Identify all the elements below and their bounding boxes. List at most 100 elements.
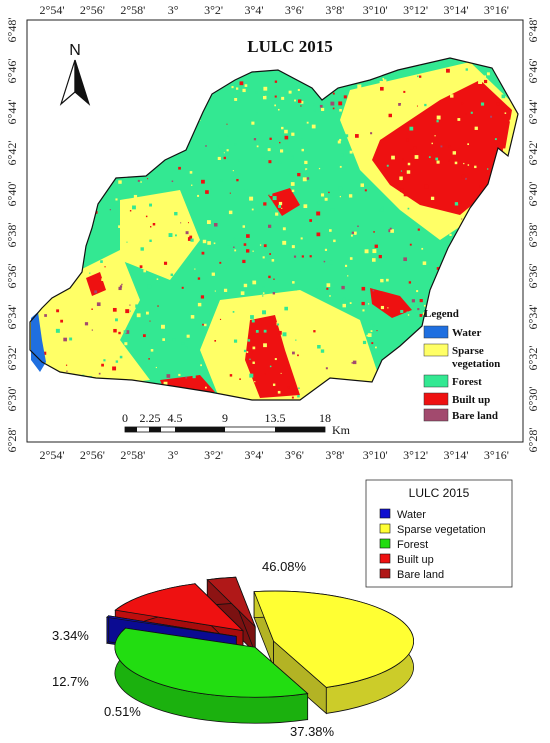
land-cover-speck	[125, 355, 128, 358]
land-cover-speck	[419, 75, 422, 78]
land-cover-speck	[225, 267, 227, 269]
land-cover-speck	[125, 309, 130, 314]
land-cover-speck	[231, 86, 234, 89]
land-cover-speck	[142, 334, 146, 338]
land-cover-speck	[463, 162, 465, 165]
land-cover-speck	[378, 209, 380, 212]
land-cover-speck	[150, 349, 154, 352]
land-cover-speck	[400, 104, 403, 107]
land-cover-speck	[309, 219, 313, 222]
land-cover-speck	[227, 135, 229, 137]
land-cover-speck	[129, 210, 132, 212]
land-cover-speck	[349, 150, 353, 154]
land-cover-speck	[262, 295, 264, 297]
land-cover-speck	[233, 237, 236, 240]
land-cover-speck	[335, 316, 339, 320]
land-cover-speck	[294, 99, 296, 102]
land-cover-speck	[301, 148, 304, 152]
land-cover-speck	[509, 119, 512, 122]
land-cover-speck	[344, 264, 348, 267]
land-cover-speck	[332, 92, 335, 95]
land-cover-speck	[338, 186, 343, 191]
land-cover-speck	[465, 177, 467, 180]
bottom-tick-label: 3°	[168, 448, 179, 462]
left-tick-label: 6°46'	[5, 59, 19, 84]
land-cover-speck	[206, 220, 211, 225]
land-cover-speck	[435, 157, 439, 161]
top-tick-label: 3°14'	[444, 3, 469, 17]
land-cover-speck	[190, 315, 195, 319]
land-cover-speck	[382, 79, 387, 83]
land-cover-speck	[295, 339, 297, 341]
land-cover-speck	[457, 118, 461, 121]
land-cover-speck	[115, 360, 119, 363]
land-cover-speck	[417, 308, 420, 311]
land-cover-speck	[454, 161, 458, 165]
land-cover-speck	[284, 129, 288, 134]
land-cover-speck	[111, 334, 115, 338]
land-cover-speck	[118, 331, 121, 335]
land-cover-speck	[189, 235, 193, 239]
land-cover-speck	[140, 247, 144, 251]
land-cover-speck	[470, 111, 473, 114]
land-cover-speck	[467, 143, 470, 146]
land-cover-speck	[300, 382, 305, 387]
legend-label-sparse-line2: vegetation	[452, 358, 500, 370]
land-cover-speck	[319, 104, 323, 108]
land-cover-speck	[384, 169, 388, 172]
land-cover-speck	[461, 218, 463, 220]
land-cover-speck	[292, 281, 295, 284]
land-cover-speck	[374, 244, 378, 248]
land-cover-speck	[362, 340, 367, 345]
land-cover-speck	[474, 165, 477, 169]
land-cover-speck	[170, 273, 174, 277]
land-cover-speck	[227, 258, 231, 261]
land-cover-speck	[214, 339, 217, 342]
right-tick-label: 6°42'	[526, 141, 540, 166]
pie-slice-forest	[114, 627, 309, 724]
land-cover-speck	[84, 322, 89, 326]
land-cover-speck	[269, 365, 272, 368]
land-cover-speck	[147, 178, 149, 180]
land-cover-speck	[43, 351, 47, 355]
land-cover-speck	[242, 88, 246, 93]
land-cover-speck	[157, 305, 159, 307]
land-cover-speck	[93, 309, 98, 314]
land-cover-speck	[55, 328, 60, 333]
land-cover-speck	[422, 261, 427, 265]
land-cover-speck	[223, 152, 225, 154]
land-cover-speck	[124, 342, 128, 346]
land-cover-speck	[292, 155, 294, 157]
pie-legend-swatch-water	[379, 508, 391, 519]
land-cover-speck	[233, 246, 235, 248]
land-cover-speck	[288, 90, 292, 94]
land-cover-speck	[178, 166, 181, 170]
land-cover-speck	[376, 330, 378, 332]
land-cover-speck	[268, 200, 273, 205]
land-cover-speck	[329, 260, 334, 265]
land-cover-speck	[305, 169, 310, 174]
land-cover-speck	[112, 325, 116, 330]
land-cover-speck	[341, 153, 344, 157]
land-cover-speck	[301, 255, 304, 258]
land-cover-speck	[452, 151, 457, 155]
land-cover-speck	[104, 326, 108, 330]
land-cover-speck	[252, 250, 254, 252]
land-cover-speck	[279, 141, 281, 144]
sparse-zone-south	[200, 290, 380, 400]
land-cover-speck	[223, 288, 228, 292]
pie-value-label-water: 0.51%	[104, 704, 141, 719]
land-cover-speck	[386, 278, 389, 282]
land-cover-speck	[357, 84, 362, 89]
land-cover-speck	[363, 282, 367, 286]
region-outline	[29, 57, 519, 401]
land-cover-speck	[149, 239, 152, 242]
land-cover-speck	[132, 205, 136, 210]
land-cover-speck	[269, 137, 272, 140]
land-cover-speck	[174, 211, 178, 216]
land-cover-speck	[243, 349, 247, 353]
land-cover-speck	[251, 208, 254, 211]
land-cover-speck	[255, 329, 259, 333]
land-cover-speck	[218, 144, 223, 149]
land-cover-speck	[192, 375, 196, 379]
